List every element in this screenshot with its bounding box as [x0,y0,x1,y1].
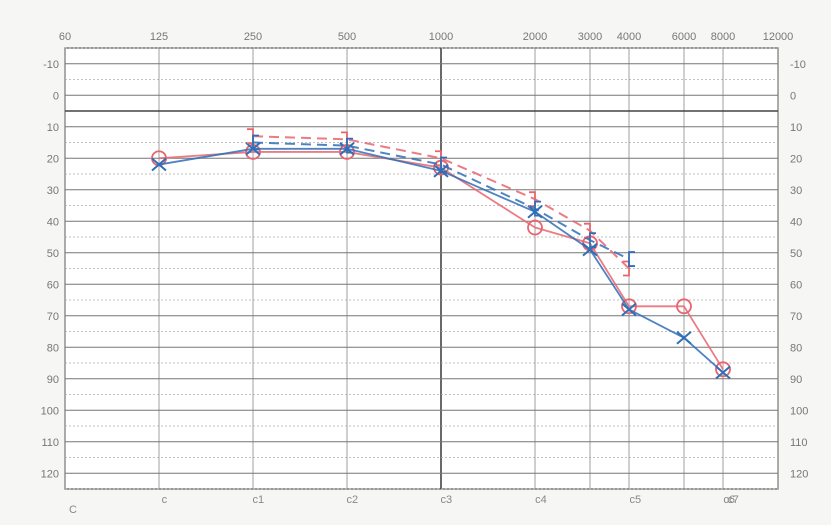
x-tick-label: 2000 [523,31,547,43]
note-label: c7 [727,494,739,506]
y-tick-label-right: 20 [790,153,802,165]
y-tick-label-left: 40 [47,216,59,228]
note-label: c4 [535,494,547,506]
y-tick-label-right: 70 [790,311,802,323]
y-tick-label-right: -10 [790,59,806,71]
x-tick-label: 60 [59,31,71,43]
y-tick-label-left: 60 [47,279,59,291]
y-tick-label-left: 70 [47,311,59,323]
y-tick-label-left: 90 [47,374,59,386]
note-label: C [69,504,77,516]
note-label: c [162,494,168,506]
x-tick-label: 4000 [617,31,641,43]
x-tick-label: 250 [244,31,262,43]
y-tick-label-right: 110 [790,437,808,449]
note-label: c1 [253,494,265,506]
y-tick-label-right: 30 [790,185,802,197]
note-label: c5 [629,494,641,506]
frequency-tick-labels: 60 125 250 500 1000 2000 3000 4000 6000 8000 12000 [59,31,793,43]
y-tick-label-left: 110 [41,437,59,449]
y-tick-label-right: 0 [790,90,796,102]
y-tick-label-left: 20 [47,153,59,165]
y-tick-label-right: 90 [790,374,802,386]
y-tick-label-right: 80 [790,342,802,354]
x-tick-label: 12000 [763,31,794,43]
x-tick-label: 500 [338,31,356,43]
x-tick-label: 3000 [578,31,602,43]
x-tick-label: 125 [150,31,168,43]
y-tick-label-left: 80 [47,342,59,354]
y-tick-label-left: 10 [47,122,59,134]
y-tick-label-left: 0 [53,90,59,102]
y-tick-label-left: 120 [41,468,59,480]
y-tick-label-left: 30 [47,185,59,197]
y-tick-label-right: 60 [790,279,802,291]
y-tick-label-right: 120 [790,468,808,480]
note-label: c3 [441,494,453,506]
chart-grid [65,48,778,489]
x-tick-label: 8000 [711,31,735,43]
y-tick-label-left: 50 [47,248,59,260]
y-tick-label-right: 10 [790,122,802,134]
note-label: c2 [347,494,359,506]
y-tick-label-right: 40 [790,216,802,228]
y-tick-label-left: 100 [41,405,59,417]
x-tick-label: 1000 [429,31,453,43]
y-tick-label-left: -10 [43,59,59,71]
x-tick-label: 6000 [672,31,696,43]
y-tick-label-right: 100 [790,405,808,417]
y-tick-label-right: 50 [790,248,802,260]
